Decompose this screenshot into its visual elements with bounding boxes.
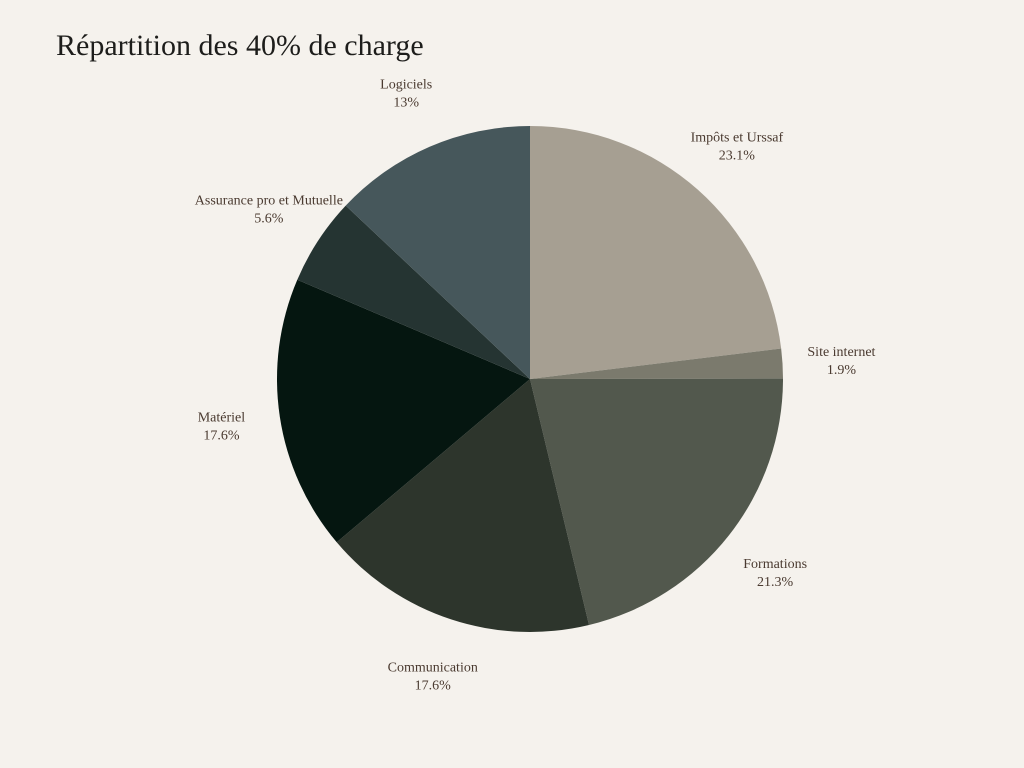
pie-slice — [336, 379, 590, 632]
slice-label: Site internet — [807, 345, 875, 360]
pie-slice — [530, 348, 783, 379]
pie-slice — [530, 378, 783, 626]
slice-label: Matériel — [198, 410, 246, 425]
slice-value-label: 17.6% — [203, 428, 240, 443]
slice-label: Assurance pro et Mutuelle — [195, 193, 343, 208]
slice-label: Impôts et Urssaf — [691, 130, 784, 145]
slice-value-label: 5.6% — [254, 211, 284, 226]
slice-value-label: 21.3% — [757, 575, 794, 590]
pie-slice — [530, 126, 782, 379]
slice-label: Formations — [743, 557, 807, 572]
slice-value-label: 17.6% — [415, 678, 452, 693]
pie-slice — [345, 126, 530, 379]
slice-value-label: 1.9% — [827, 363, 857, 378]
pie-slice — [297, 205, 530, 379]
slice-value-label: 23.1% — [719, 148, 756, 163]
slice-label: Communication — [388, 660, 478, 675]
pie-slice — [277, 279, 530, 543]
chart-title: Répartition des 40% de charge — [56, 29, 424, 62]
slice-value-label: 13% — [393, 96, 419, 111]
slice-label: Logiciels — [380, 78, 432, 93]
